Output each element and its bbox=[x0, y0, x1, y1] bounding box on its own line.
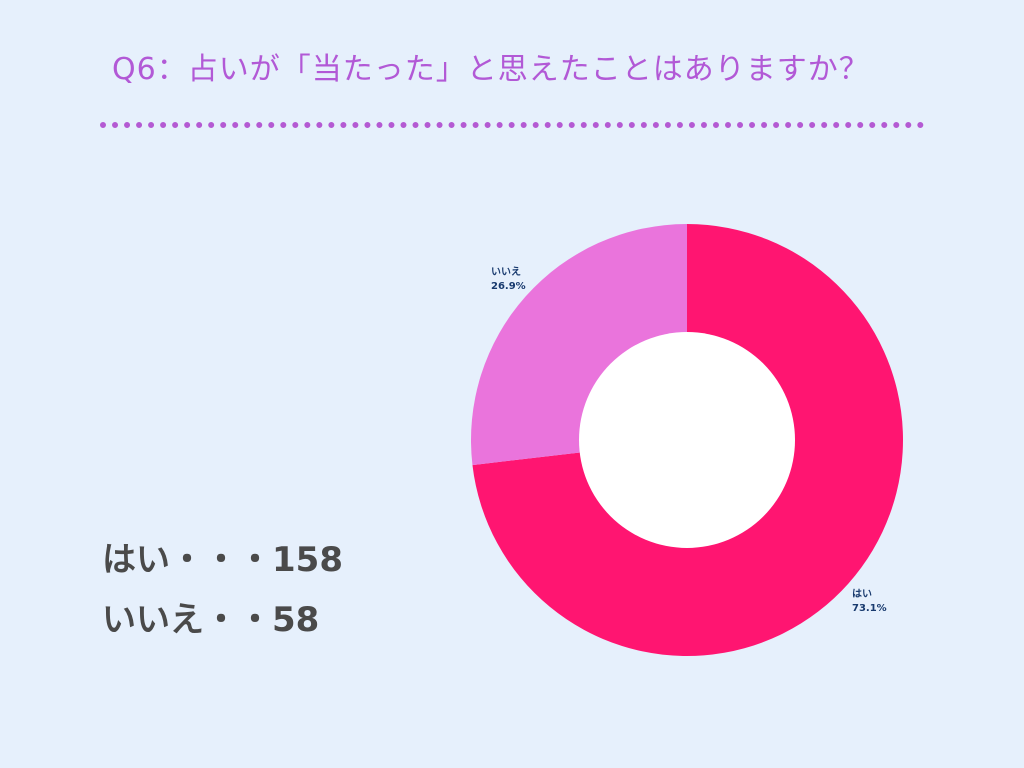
dotted-divider bbox=[100, 122, 924, 128]
donut-hole bbox=[579, 332, 795, 548]
slice-percent-1: 26.9% bbox=[491, 281, 526, 292]
count-yes: はい・・・158 bbox=[102, 540, 343, 580]
count-no: いいえ・・58 bbox=[102, 600, 320, 640]
page-title: Q6：占いが「当たった」と思えたことはありますか？ bbox=[112, 52, 870, 87]
count-list: はい・・・158 いいえ・・58 bbox=[102, 530, 343, 650]
slice-label-0: はい bbox=[852, 588, 872, 600]
slice-percent-0: 73.1% bbox=[852, 603, 887, 614]
slice-label-1: いいえ bbox=[491, 266, 521, 278]
